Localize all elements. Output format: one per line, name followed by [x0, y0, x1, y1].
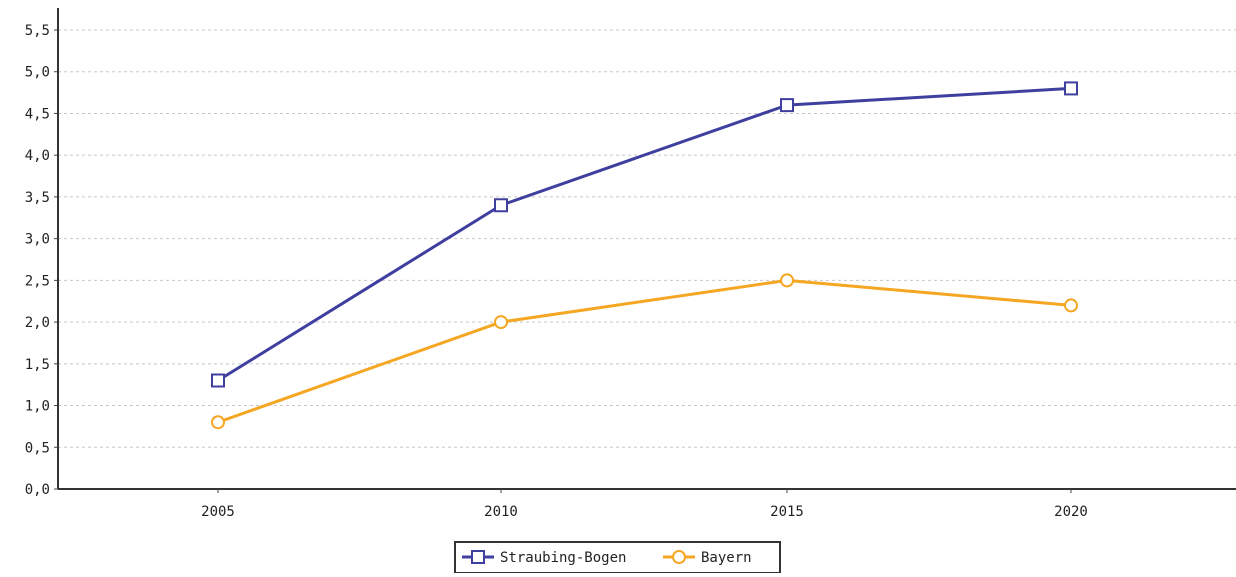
y-tick-label: 2,0	[25, 315, 50, 331]
legend: Straubing-Bogen Bayern	[454, 541, 781, 574]
data-point-straubing-bogen-2020[interactable]	[1064, 81, 1078, 96]
x-tick-label: 2010	[484, 504, 518, 520]
y-tick-label: 5,0	[25, 65, 50, 81]
x-tick-label: 2005	[201, 504, 235, 520]
legend-circle-marker-icon	[672, 550, 686, 564]
y-tick-label: 2,5	[25, 273, 50, 289]
grid-lines	[58, 29, 1236, 448]
y-tick-label: 5,5	[25, 23, 50, 39]
y-tick-label: 0,0	[25, 482, 50, 498]
axes	[54, 8, 1236, 493]
y-axis-tick-labels: 0,0 0,5 1,0 1,5 2,0 2,5 3,0 3,5 4,0 4,5 5,0 5,5	[25, 23, 50, 498]
y-tick-label: 1,0	[25, 399, 50, 415]
data-point-bayern-2010[interactable]	[494, 315, 508, 330]
series-line-straubing-bogen	[217, 86, 1072, 382]
legend-item-bayern[interactable]: Bayern	[663, 550, 752, 566]
y-tick-label: 1,5	[25, 357, 50, 373]
series-straubing-bogen	[211, 81, 1078, 388]
x-tick-label: 2015	[770, 504, 804, 520]
legend-label: Bayern	[701, 550, 752, 566]
y-tick-label: 3,0	[25, 232, 50, 248]
x-axis-tick-labels: 2005 2010 2015 2020	[201, 504, 1088, 520]
y-tick-label: 0,5	[25, 440, 50, 456]
legend-label: Straubing-Bogen	[500, 550, 626, 566]
x-tick-label: 2020	[1054, 504, 1088, 520]
series-bayern	[211, 273, 1078, 430]
data-point-bayern-2005[interactable]	[211, 415, 225, 430]
data-point-bayern-2020[interactable]	[1064, 298, 1078, 313]
legend-item-straubing-bogen[interactable]: Straubing-Bogen	[462, 550, 626, 566]
data-point-bayern-2015[interactable]	[780, 273, 794, 288]
data-point-straubing-bogen-2015[interactable]	[780, 98, 794, 113]
y-tick-label: 4,5	[25, 106, 50, 122]
legend-square-marker-icon	[471, 550, 485, 564]
data-point-straubing-bogen-2005[interactable]	[211, 373, 225, 388]
y-tick-label: 4,0	[25, 148, 50, 164]
data-point-straubing-bogen-2010[interactable]	[494, 198, 508, 213]
y-tick-label: 3,5	[25, 190, 50, 206]
data-series	[211, 81, 1078, 430]
series-line-bayern	[217, 278, 1072, 424]
